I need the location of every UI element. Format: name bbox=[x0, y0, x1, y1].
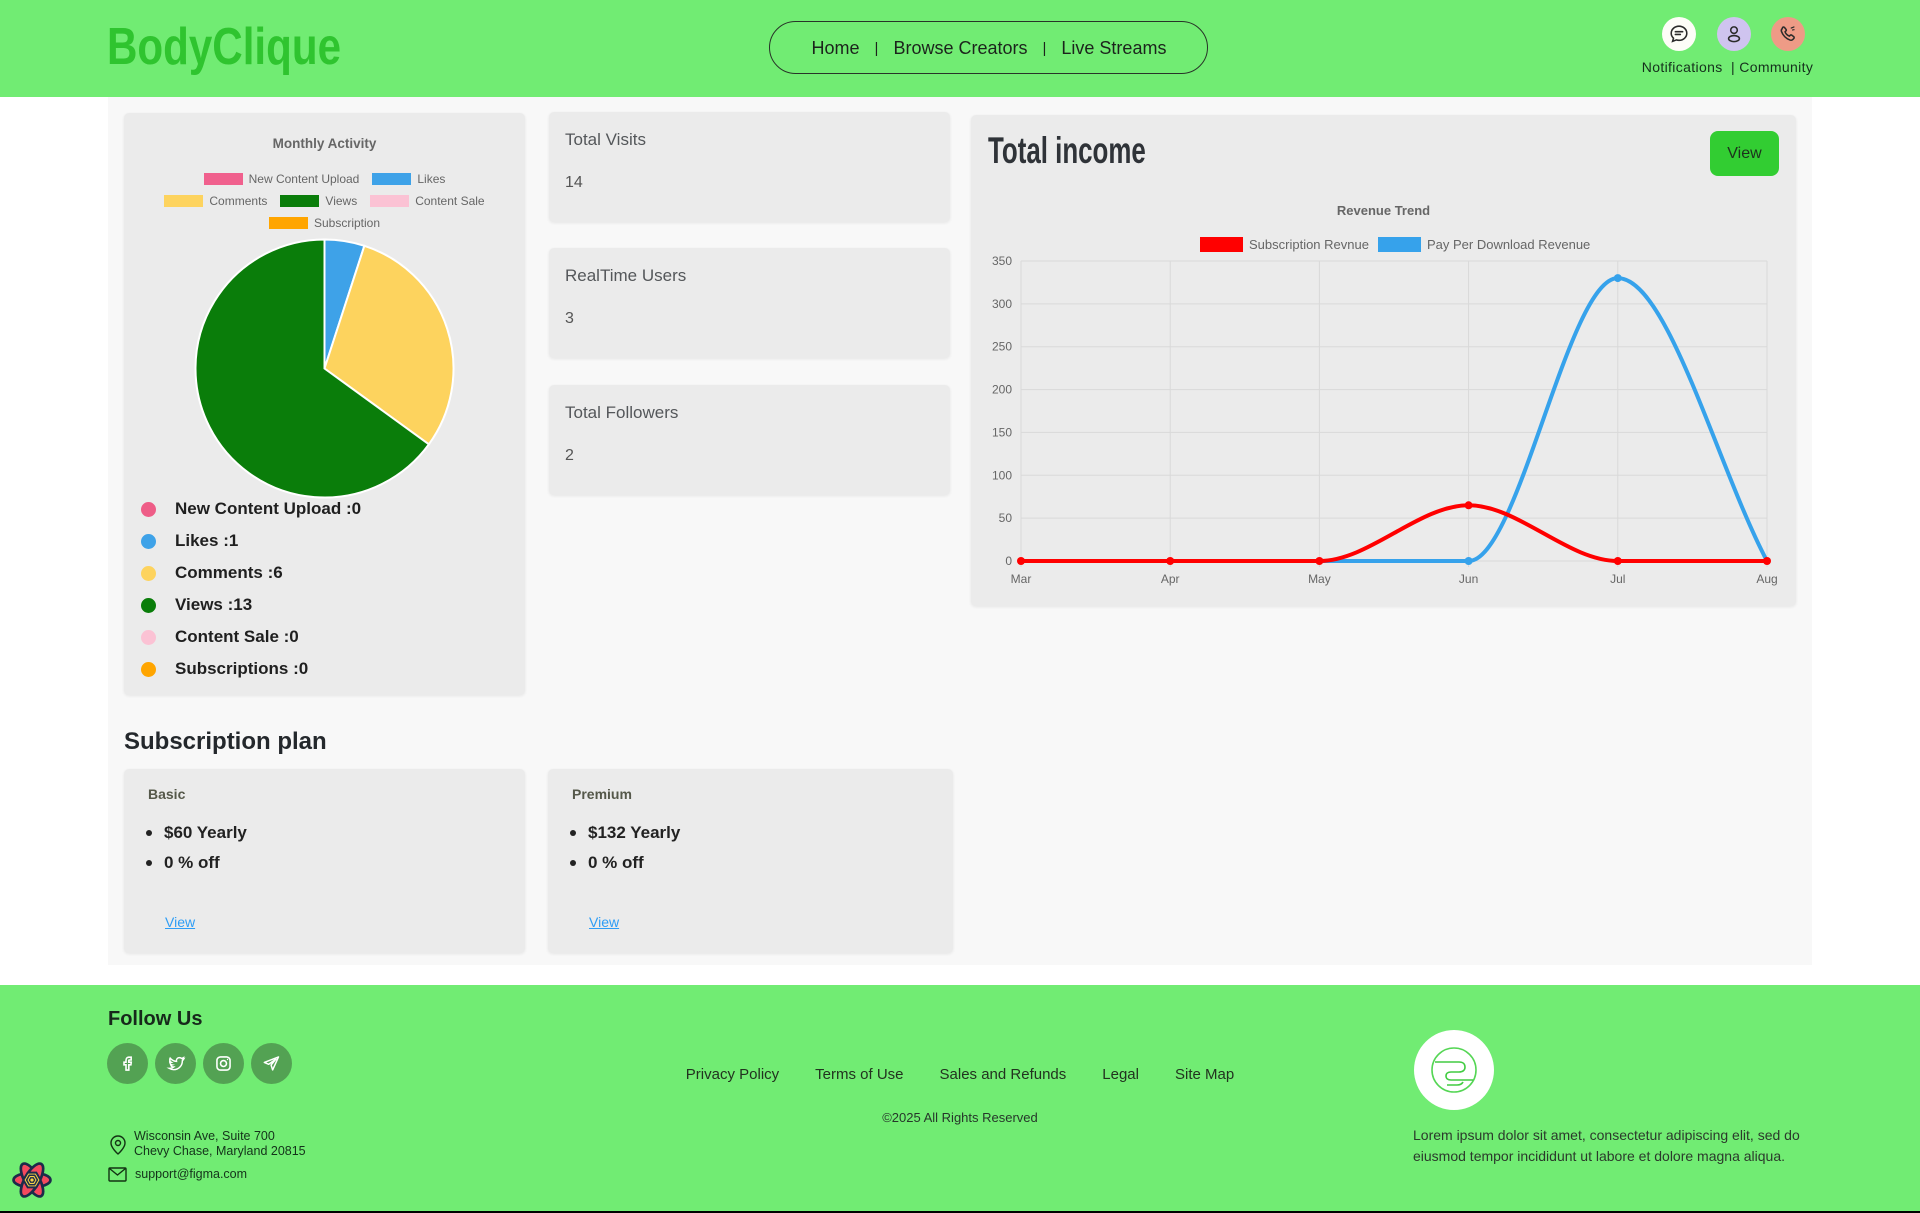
svg-text:300: 300 bbox=[992, 297, 1012, 311]
svg-text:Apr: Apr bbox=[1161, 572, 1180, 586]
svg-text:0: 0 bbox=[1005, 554, 1012, 568]
svg-text:100: 100 bbox=[992, 468, 1012, 482]
svg-text:150: 150 bbox=[992, 425, 1012, 439]
svg-text:Jul: Jul bbox=[1610, 572, 1625, 586]
svg-text:Jun: Jun bbox=[1459, 572, 1478, 586]
svg-text:50: 50 bbox=[999, 511, 1013, 525]
svg-text:250: 250 bbox=[992, 340, 1012, 354]
svg-text:May: May bbox=[1308, 572, 1331, 586]
svg-text:200: 200 bbox=[992, 383, 1012, 397]
svg-text:Mar: Mar bbox=[1011, 572, 1032, 586]
svg-text:350: 350 bbox=[992, 255, 1012, 268]
svg-text:Aug: Aug bbox=[1756, 572, 1777, 586]
